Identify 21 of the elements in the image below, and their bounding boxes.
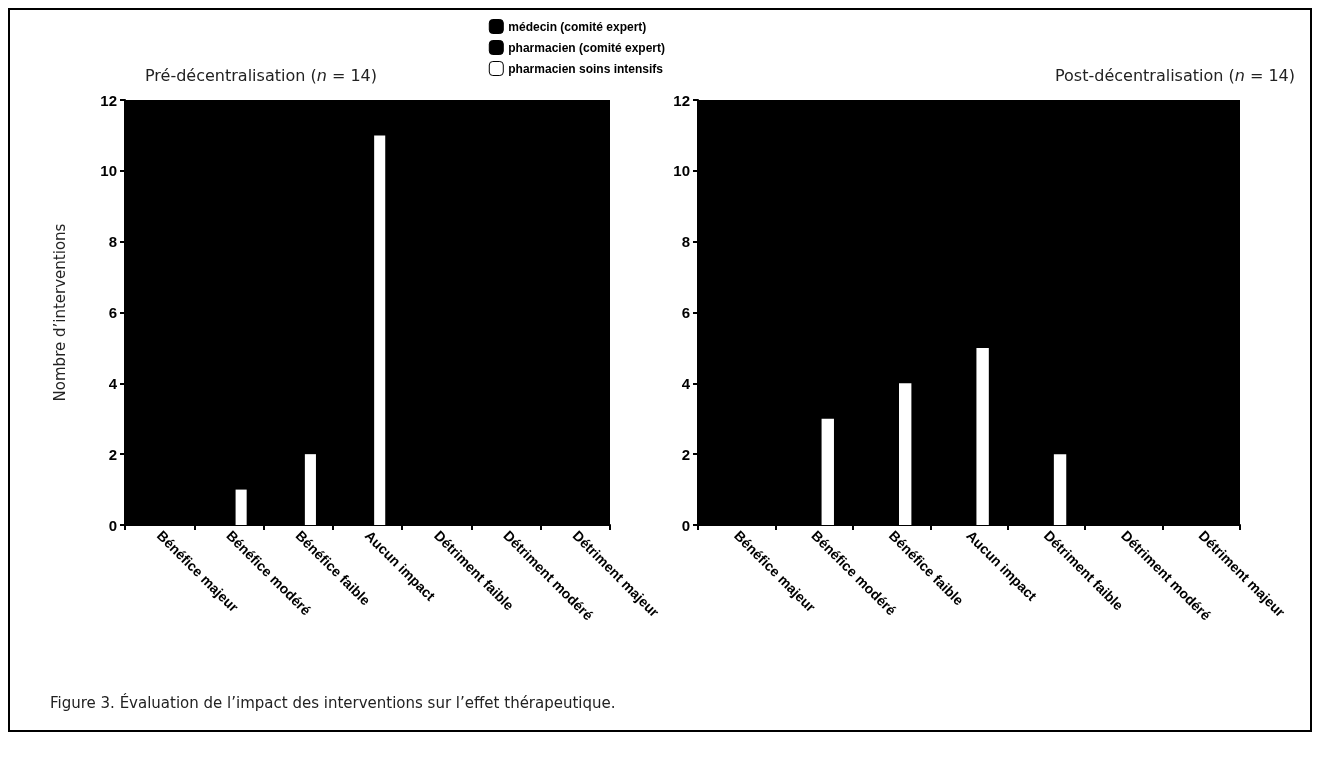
y-tick-label: 4 (681, 374, 691, 392)
y-tick-label: 10 (673, 162, 690, 180)
y-tick-label: 12 (673, 91, 690, 109)
caption: Figure 3. Évaluation de l’impact des interventions sur l’effet thérapeutique. (50, 692, 616, 712)
y-tick-label: 2 (681, 445, 690, 463)
y-tick-label: 0 (681, 516, 690, 534)
legend-label: médecin (comité expert) (508, 19, 647, 34)
y-tick-label: 8 (681, 233, 690, 251)
y-tick-label: 12 (100, 91, 117, 109)
y-tick-label: 4 (108, 374, 118, 392)
y-tick-label: 6 (681, 304, 690, 321)
y-tick-label: 6 (108, 304, 117, 321)
y-axis-title: Nombre d’interventions (50, 223, 69, 402)
chart-title: Pré-décentralisation (n = 14) (145, 65, 377, 85)
legend-label: pharmacien (comité expert) (508, 40, 665, 55)
chart-title: Post-décentralisation (n = 14) (1055, 65, 1296, 85)
y-tick-label: 2 (108, 445, 117, 463)
y-tick-label: 8 (108, 233, 117, 251)
y-tick-label: 0 (108, 516, 117, 534)
legend-label: pharmacien soins intensifs (508, 61, 664, 76)
y-tick-label: 10 (100, 162, 117, 180)
